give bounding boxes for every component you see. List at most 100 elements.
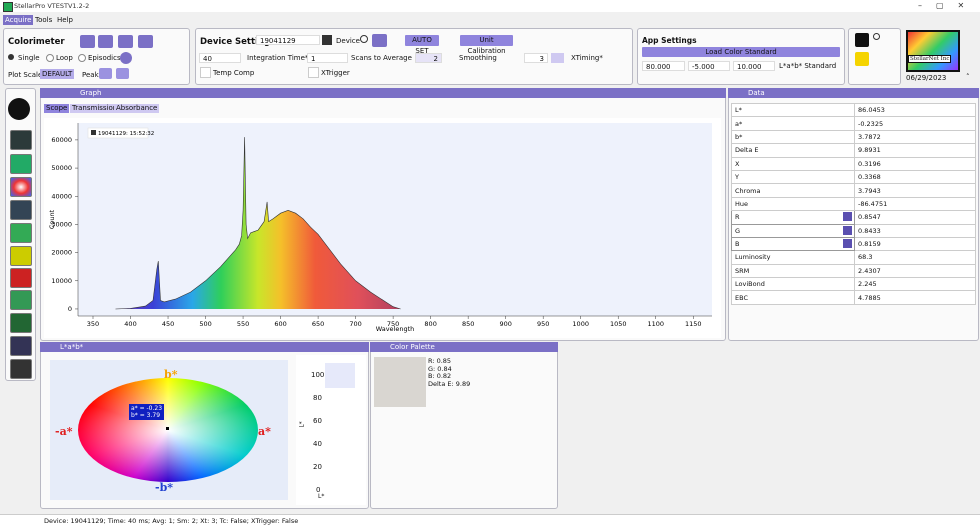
panel-header: L*a*b* [40,342,369,352]
plot-area [78,123,712,316]
logo [906,30,960,72]
info-icon[interactable] [873,33,880,40]
peak-next[interactable] [116,68,129,79]
x-axis-label: Wavelength [376,325,415,333]
radio-label[interactable]: Episodics [88,54,121,62]
radio[interactable] [46,54,54,62]
standard-input[interactable]: 80.000 [642,61,685,71]
axis-label: b* [164,368,178,381]
avatar[interactable] [8,98,30,120]
xtiming-input[interactable]: 3 [524,53,548,63]
save-icon[interactable] [80,35,95,48]
value-text: 0.3368 [858,173,881,182]
nav-icon[interactable] [10,246,32,266]
legend-label: 19041129: 15:52:32 [98,131,154,137]
plot-scale-button[interactable]: DEFAULT [40,69,75,79]
dropdown-arrow[interactable] [843,225,852,235]
nav-icon[interactable] [10,223,32,243]
menu-item[interactable]: Help [57,16,73,24]
label-text: B [735,240,740,249]
share-icon[interactable] [118,35,133,48]
tab[interactable]: Transmission [70,104,120,113]
y-tick-label: 0 [68,305,72,313]
bulb-light[interactable] [855,52,869,66]
radio-label[interactable]: Single [18,54,40,62]
y-tick-label: 40000 [51,192,72,200]
x-tick-label: 1100 [647,320,664,328]
x-tick-label: 450 [162,320,174,328]
play-icon[interactable] [120,52,132,64]
info-icon[interactable] [360,35,368,43]
checkbox[interactable] [308,67,319,78]
color-swatch [374,357,426,407]
value-text: -0.2325 [858,119,884,128]
open-icon[interactable] [98,35,113,48]
tab[interactable]: Absorbance [114,104,160,113]
peak-prev[interactable] [99,68,112,79]
palette-line: B: 0.82 [428,372,452,380]
label-text: Delta E [735,146,759,155]
dropdown-arrow[interactable] [322,35,332,45]
checkbox[interactable] [200,67,211,78]
y-tick-label: 50000 [51,164,72,172]
data-value: 4.7885 [854,290,976,305]
nav-icon[interactable] [10,336,32,356]
label: L*a*b* Standard [779,62,837,70]
smoothing-input[interactable]: 2 [415,53,442,63]
radio[interactable] [78,54,86,62]
tick-label: 100 [311,371,325,379]
nav-icon[interactable] [10,130,32,150]
radio-label[interactable]: Loop [56,54,73,62]
checkbox-label[interactable]: XTrigger [321,69,350,77]
menu-item[interactable]: Acquire [3,15,34,25]
x-tick-label: 350 [87,320,99,328]
load-standard-button[interactable]: Load Color Standard [642,47,840,57]
tick-label: 80 [313,394,322,402]
data-label: b* [731,129,855,145]
data-label: EBC [731,290,855,305]
bar-label: L* [318,493,325,500]
integration-time-input[interactable]: 40 [199,53,241,63]
data-value: 3.7943 [854,183,976,198]
y-axis-label: Count [48,209,56,229]
settings-icon[interactable] [10,359,32,379]
nav-icon[interactable] [10,177,32,197]
data-label: LoviBond [731,277,855,292]
checkbox-label[interactable]: Temp Comp [213,69,255,77]
window-controls[interactable]: –▢✕ [918,1,979,10]
label: Smoothing [459,54,497,62]
x-tick-label: 1000 [572,320,589,328]
print-icon[interactable] [138,35,153,48]
nav-icon[interactable] [10,268,32,288]
value-text: 3.7872 [858,132,881,141]
device-select[interactable]: 19041129 [256,35,320,45]
legend-swatch [91,130,96,135]
dropdown-arrow[interactable] [843,212,852,222]
nav-icon[interactable] [10,200,32,220]
radio[interactable] [8,54,14,60]
tab[interactable]: Scope [44,104,70,113]
tooltip: a* = -0.23 b* = 3.79 [129,404,165,420]
menu-item[interactable]: Tools [35,16,53,24]
scans-input[interactable]: 1 [307,53,348,63]
connect-icon[interactable] [372,34,387,47]
nav-icon[interactable] [10,290,32,310]
dropdown-arrow[interactable] [843,238,852,248]
nav-icon[interactable] [10,154,32,174]
x-tick-label: 500 [199,320,211,328]
auto-set-button[interactable]: AUTO SET [405,35,439,55]
y-tick-label: 10000 [51,277,72,285]
data-table: L* 86.0453 a* -0.2325 b* 3.7872 Delta E 9.8931 X… [731,102,976,305]
collapse[interactable]: ˄ [966,73,970,81]
panel-header: Data [728,88,979,98]
data-value: 3.7872 [854,129,976,145]
unit-calibration-button[interactable]: Unit Calibration [460,35,513,55]
value-text: 2.245 [858,280,877,289]
standard-input[interactable]: 10.000 [733,61,775,71]
bulb-dark[interactable] [855,33,869,47]
xtiming-spin[interactable] [551,53,564,63]
nav-icon[interactable] [10,313,32,333]
standard-input[interactable]: -5.000 [688,61,730,71]
